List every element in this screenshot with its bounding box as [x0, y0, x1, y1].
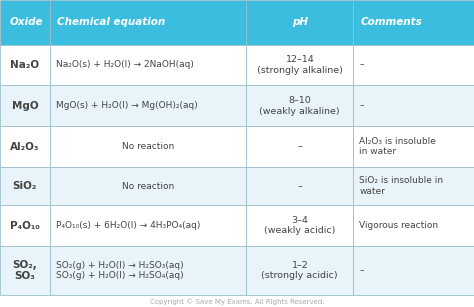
Text: 8–10
(weakly alkaline): 8–10 (weakly alkaline) — [259, 96, 340, 115]
Bar — [0, 205, 50, 246]
Bar — [0, 126, 50, 167]
Bar — [50, 45, 246, 85]
Bar — [50, 126, 246, 167]
Bar — [353, 246, 474, 295]
Text: Na₂O: Na₂O — [10, 60, 39, 70]
Text: Copyright © Save My Exams. All Rights Reserved.: Copyright © Save My Exams. All Rights Re… — [150, 298, 324, 305]
Text: Na₂O(s) + H₂O(l) → 2NaOH(aq): Na₂O(s) + H₂O(l) → 2NaOH(aq) — [56, 60, 194, 69]
Bar — [353, 0, 474, 45]
Bar — [50, 167, 246, 205]
Bar — [353, 126, 474, 167]
Text: Al₂O₃: Al₂O₃ — [10, 142, 40, 152]
Bar — [246, 45, 353, 85]
Text: Vigorous reaction: Vigorous reaction — [359, 221, 438, 230]
Text: Chemical equation: Chemical equation — [57, 17, 165, 27]
Bar — [50, 85, 246, 126]
Text: Oxide: Oxide — [9, 17, 43, 27]
Text: 1–2
(strongly acidic): 1–2 (strongly acidic) — [262, 261, 338, 280]
Bar — [50, 246, 246, 295]
Bar — [353, 167, 474, 205]
Text: SiO₂ is insoluble in
water: SiO₂ is insoluble in water — [359, 177, 443, 196]
Bar — [246, 205, 353, 246]
Text: –: – — [359, 266, 364, 275]
Bar — [0, 246, 50, 295]
Text: 3–4
(weakly acidic): 3–4 (weakly acidic) — [264, 216, 336, 235]
Text: No reaction: No reaction — [122, 182, 174, 191]
Bar — [353, 85, 474, 126]
Text: Al₂O₃ is insoluble
in water: Al₂O₃ is insoluble in water — [359, 137, 436, 156]
Text: –: – — [297, 142, 302, 151]
Bar — [0, 85, 50, 126]
Text: SO₂,
SO₃: SO₂, SO₃ — [12, 260, 37, 282]
Bar — [353, 45, 474, 85]
Bar — [246, 0, 353, 45]
Text: SO₂(g) + H₂O(l) → H₂SO₃(aq)
SO₃(g) + H₂O(l) → H₂SO₄(aq): SO₂(g) + H₂O(l) → H₂SO₃(aq) SO₃(g) + H₂O… — [56, 261, 183, 280]
Bar — [246, 85, 353, 126]
Bar — [353, 205, 474, 246]
Text: No reaction: No reaction — [122, 142, 174, 151]
Text: 12–14
(strongly alkaline): 12–14 (strongly alkaline) — [257, 55, 343, 75]
Text: –: – — [297, 182, 302, 191]
Bar — [246, 167, 353, 205]
Text: MgO(s) + H₂O(l) → Mg(OH)₂(aq): MgO(s) + H₂O(l) → Mg(OH)₂(aq) — [56, 101, 198, 110]
Text: –: – — [359, 60, 364, 69]
Text: Comments: Comments — [360, 17, 422, 27]
Bar — [50, 0, 246, 45]
Text: P₄O₁₀(s) + 6H₂O(l) → 4H₃PO₄(aq): P₄O₁₀(s) + 6H₂O(l) → 4H₃PO₄(aq) — [56, 221, 201, 230]
Text: P₄O₁₀: P₄O₁₀ — [10, 221, 40, 231]
Bar — [50, 205, 246, 246]
Text: MgO: MgO — [11, 101, 38, 111]
Bar — [0, 0, 50, 45]
Bar — [246, 246, 353, 295]
Bar — [0, 45, 50, 85]
Text: SiO₂: SiO₂ — [13, 181, 37, 191]
Text: pH: pH — [292, 17, 308, 27]
Bar — [246, 126, 353, 167]
Bar — [0, 167, 50, 205]
Text: –: – — [359, 101, 364, 110]
